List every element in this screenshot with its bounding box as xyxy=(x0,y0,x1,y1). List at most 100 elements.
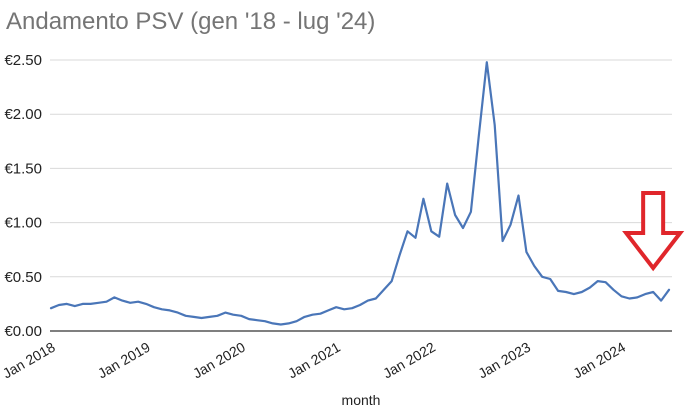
y-tick-label: €0.50 xyxy=(4,269,42,286)
data-point xyxy=(192,315,196,319)
data-point xyxy=(596,279,600,283)
data-point xyxy=(366,299,370,303)
y-tick-label: €2.00 xyxy=(4,106,42,123)
data-point xyxy=(390,279,394,283)
x-tick-label: Jan 2021 xyxy=(285,339,343,382)
psv-price-line xyxy=(49,61,671,326)
data-point xyxy=(200,316,204,320)
data-point xyxy=(453,213,457,217)
data-point xyxy=(279,323,283,327)
data-point xyxy=(635,295,639,299)
y-tick-label: €1.00 xyxy=(4,215,42,232)
data-point xyxy=(49,306,53,310)
data-point xyxy=(318,312,322,316)
data-point xyxy=(643,292,647,296)
x-axis-title: month xyxy=(342,392,381,408)
data-point xyxy=(374,297,378,301)
data-point xyxy=(421,197,425,201)
x-tick-label: Jan 2022 xyxy=(380,339,438,382)
data-point xyxy=(612,288,616,292)
data-point xyxy=(548,277,552,281)
data-point xyxy=(540,275,544,279)
data-point xyxy=(334,305,338,309)
y-tick-label: €0.00 xyxy=(4,323,42,340)
data-point xyxy=(501,239,505,243)
data-point xyxy=(184,314,188,318)
data-point xyxy=(620,294,624,298)
data-point xyxy=(342,307,346,311)
data-point xyxy=(239,314,243,318)
data-point xyxy=(580,290,584,294)
data-point xyxy=(572,292,576,296)
data-point xyxy=(112,295,116,299)
data-point xyxy=(517,194,521,198)
data-point xyxy=(350,306,354,310)
data-point xyxy=(659,299,663,303)
x-tick-label: Jan 2024 xyxy=(570,339,628,382)
y-tick-label: €2.50 xyxy=(4,52,42,69)
data-point xyxy=(271,321,275,325)
data-point xyxy=(255,318,259,322)
data-point xyxy=(73,304,77,308)
data-point xyxy=(160,307,164,311)
data-point xyxy=(287,321,291,325)
data-point xyxy=(208,315,212,319)
chart-title: Andamento PSV (gen '18 - lug '24) xyxy=(6,8,376,35)
data-point xyxy=(263,319,267,323)
data-point xyxy=(627,297,631,301)
data-point xyxy=(247,317,251,321)
data-point xyxy=(556,289,560,293)
data-point xyxy=(295,319,299,323)
data-point xyxy=(120,299,124,303)
down-arrow-icon xyxy=(622,191,685,272)
x-tick-label: Jan 2018 xyxy=(0,339,58,382)
data-point xyxy=(57,303,61,307)
data-point xyxy=(215,314,219,318)
data-point xyxy=(223,311,227,315)
data-point xyxy=(461,226,465,230)
data-point xyxy=(398,253,402,257)
data-point xyxy=(437,235,441,239)
data-point xyxy=(326,308,330,312)
data-point xyxy=(382,288,386,292)
data-point xyxy=(477,134,481,138)
data-point xyxy=(231,313,235,317)
y-tick-label: €1.50 xyxy=(4,160,42,177)
y-axis: €0.00 €0.50 €1.00 €1.50 €2.00 €2.50 xyxy=(4,52,42,340)
data-point xyxy=(168,308,172,312)
x-tick-label: Jan 2020 xyxy=(190,339,248,382)
data-point xyxy=(429,229,433,233)
data-point xyxy=(651,290,655,294)
data-point xyxy=(445,182,449,186)
data-points xyxy=(49,60,671,326)
data-point xyxy=(303,315,307,319)
data-point xyxy=(485,60,489,64)
data-point xyxy=(493,123,497,127)
data-point xyxy=(532,264,536,268)
gridlines xyxy=(50,59,672,332)
data-point xyxy=(414,236,418,240)
data-point xyxy=(311,313,315,317)
data-point xyxy=(358,303,362,307)
data-point xyxy=(588,286,592,290)
data-point xyxy=(105,300,109,304)
annotations xyxy=(622,191,685,272)
x-tick-label: Jan 2019 xyxy=(95,339,153,382)
data-point xyxy=(136,300,140,304)
data-point xyxy=(128,301,132,305)
data-point xyxy=(564,290,568,294)
data-point xyxy=(65,302,69,306)
data-point xyxy=(667,288,671,292)
data-point xyxy=(406,229,410,233)
data-point xyxy=(176,311,180,315)
data-point xyxy=(604,280,608,284)
data-point xyxy=(144,302,148,306)
data-point xyxy=(509,223,513,227)
data-point xyxy=(152,305,156,309)
x-axis: Jan 2018 Jan 2019 Jan 2020 Jan 2021 Jan 2022… xyxy=(0,339,628,382)
x-tick-label: Jan 2023 xyxy=(475,339,533,382)
data-point xyxy=(97,301,101,305)
data-point xyxy=(81,302,85,306)
data-point xyxy=(469,210,473,214)
